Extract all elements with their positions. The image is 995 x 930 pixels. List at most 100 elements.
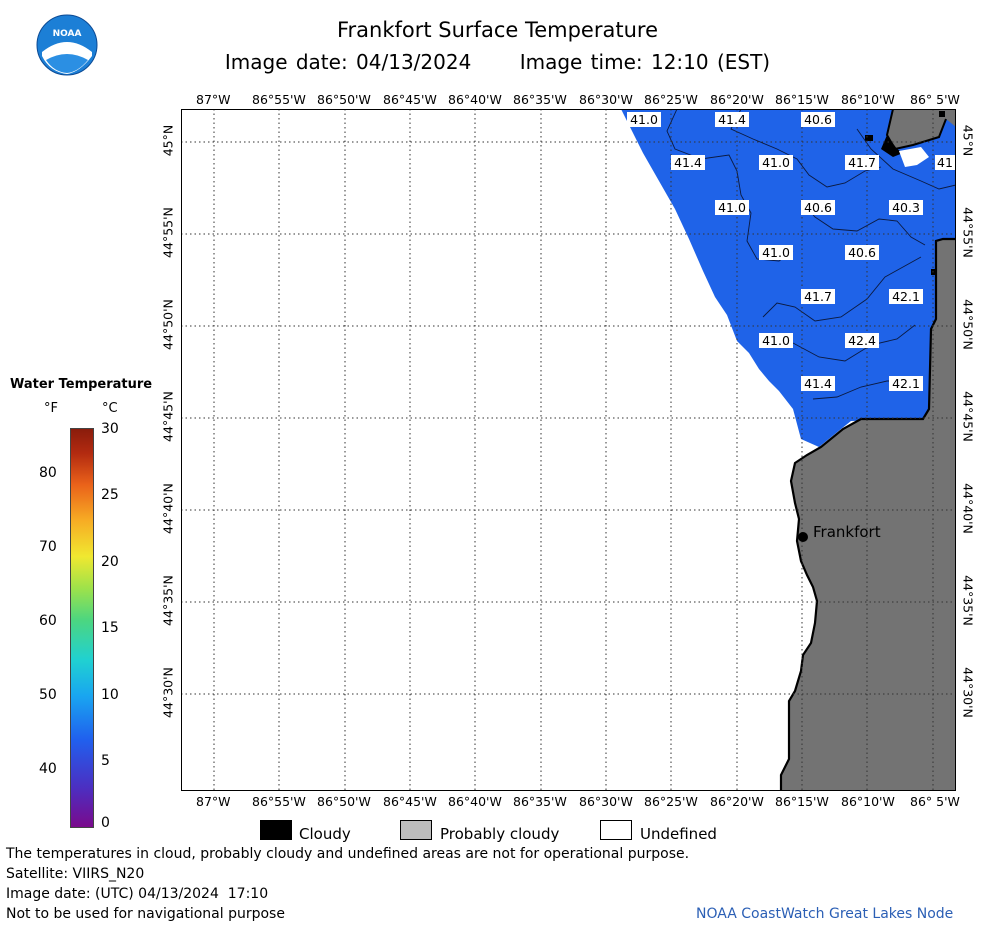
lat-label: 44°55'N bbox=[960, 207, 976, 258]
temp-label: 40.3 bbox=[889, 200, 923, 215]
temp-label: 40.6 bbox=[801, 200, 835, 215]
satellite-note: Satellite: VIIRS_N20 bbox=[6, 866, 145, 882]
svg-text:42.4: 42.4 bbox=[848, 333, 876, 348]
lon-label: 86°15'W bbox=[775, 794, 829, 809]
lat-label: 44°45'N bbox=[960, 391, 976, 442]
lon-label: 86°25'W bbox=[644, 794, 698, 809]
noaa-logo: NOAA bbox=[36, 14, 98, 76]
lat-label: 45°N bbox=[160, 124, 176, 157]
lon-label: 86° 5'W bbox=[910, 92, 960, 107]
lon-label: 86°10'W bbox=[841, 794, 895, 809]
legend-c-tick: 20 bbox=[101, 554, 119, 570]
temp-label: 41.4 bbox=[801, 376, 835, 391]
temp-label: 41.4 bbox=[671, 155, 705, 170]
lat-label: 44°50'N bbox=[160, 299, 176, 350]
image-date: Image date: 04/13/2024 bbox=[224, 50, 472, 74]
legend-f-tick: 60 bbox=[39, 613, 57, 629]
lat-label: 45°N bbox=[960, 124, 976, 157]
city-marker bbox=[798, 532, 808, 542]
land-region-north bbox=[887, 109, 956, 149]
lon-label: 86°20'W bbox=[710, 92, 764, 107]
legend-title: Water Temperature bbox=[10, 377, 153, 392]
key-undefined-label: Undefined bbox=[640, 825, 717, 843]
temp-label: 42.4 bbox=[845, 333, 879, 348]
legend-c-tick: 25 bbox=[101, 487, 119, 503]
temp-label: 41.7 bbox=[845, 155, 879, 170]
temp-label: 41.0 bbox=[715, 200, 749, 215]
undefined-patch bbox=[899, 147, 929, 167]
svg-text:41.0: 41.0 bbox=[762, 245, 790, 260]
lat-label: 44°55'N bbox=[160, 207, 176, 258]
logo-text: NOAA bbox=[53, 29, 82, 39]
lon-label: 86°35'W bbox=[513, 794, 567, 809]
lat-label: 44°35'N bbox=[960, 575, 976, 626]
temp-label: 41 bbox=[935, 155, 956, 170]
coastline bbox=[779, 237, 956, 791]
lon-label: 87°W bbox=[196, 794, 231, 809]
temp-label: 41.0 bbox=[759, 333, 793, 348]
legend-f-tick: 40 bbox=[39, 761, 57, 777]
pier-marker bbox=[865, 135, 873, 141]
lon-label: 86°20'W bbox=[710, 794, 764, 809]
legend-c-tick: 0 bbox=[101, 815, 110, 831]
lat-label: 44°45'N bbox=[160, 391, 176, 442]
temp-label: 40.6 bbox=[845, 245, 879, 260]
lat-label: 44°35'N bbox=[160, 575, 176, 626]
map-frame bbox=[181, 109, 956, 791]
water-region bbox=[621, 109, 956, 447]
legend-f-tick: 50 bbox=[39, 687, 57, 703]
legend-unit-f: °F bbox=[44, 401, 58, 416]
lon-label: 86°40'W bbox=[448, 794, 502, 809]
land-region bbox=[781, 239, 956, 791]
lon-label: 87°W bbox=[196, 92, 231, 107]
temp-label: 41.7 bbox=[801, 289, 835, 304]
lat-label: 44°40'N bbox=[160, 483, 176, 534]
graticule bbox=[181, 109, 956, 791]
svg-text:40.6: 40.6 bbox=[848, 245, 876, 260]
disclaimer-note: The temperatures in cloud, probably clou… bbox=[6, 846, 690, 862]
temp-label: 41.0 bbox=[759, 155, 793, 170]
svg-text:41.4: 41.4 bbox=[718, 112, 746, 127]
svg-text:42.1: 42.1 bbox=[892, 289, 920, 304]
lon-label: 86°35'W bbox=[513, 92, 567, 107]
pier-marker bbox=[939, 111, 945, 117]
lon-label: 86°30'W bbox=[579, 92, 633, 107]
temp-label: 42.1 bbox=[889, 289, 923, 304]
svg-text:40.6: 40.6 bbox=[804, 112, 832, 127]
temp-label: 41.0 bbox=[627, 112, 661, 127]
lon-label: 86°25'W bbox=[644, 92, 698, 107]
navigation-note: Not to be used for navigational purpose bbox=[6, 906, 285, 922]
lat-label: 44°50'N bbox=[960, 299, 976, 350]
legend-c-tick: 5 bbox=[101, 753, 110, 769]
lon-label: 86°50'W bbox=[317, 92, 371, 107]
temp-label: 40.6 bbox=[801, 112, 835, 127]
temperature-map: 41.0 41.4 40.6 41.4 41.0 41.7 41 41.0 40… bbox=[181, 108, 957, 795]
svg-text:41.0: 41.0 bbox=[762, 333, 790, 348]
city-label: Frankfort bbox=[813, 523, 881, 541]
temperature-labels: 41.0 41.4 40.6 41.4 41.0 41.7 41 41.0 40… bbox=[627, 112, 956, 391]
legend-c-tick: 15 bbox=[101, 620, 119, 636]
svg-text:40.3: 40.3 bbox=[892, 200, 920, 215]
svg-text:40.6: 40.6 bbox=[804, 200, 832, 215]
temp-label: 41.4 bbox=[715, 112, 749, 127]
lon-label: 86°10'W bbox=[841, 92, 895, 107]
legend-unit-c: °C bbox=[102, 401, 118, 416]
lon-label: 86°50'W bbox=[317, 794, 371, 809]
legend-f-tick: 70 bbox=[39, 539, 57, 555]
temp-label: 41.0 bbox=[759, 245, 793, 260]
legend-c-tick: 10 bbox=[101, 687, 119, 703]
image-time: Image time: 12:10 (EST) bbox=[519, 50, 771, 74]
svg-text:41.4: 41.4 bbox=[674, 155, 702, 170]
lon-label: 86°55'W bbox=[252, 794, 306, 809]
credit-link[interactable]: NOAA CoastWatch Great Lakes Node bbox=[696, 906, 954, 922]
svg-text:41.4: 41.4 bbox=[804, 376, 832, 391]
key-probably-cloudy-swatch bbox=[400, 820, 432, 840]
image-date-time: Image date: 04/13/2024 Image time: 12:10… bbox=[0, 50, 995, 74]
lat-label: 44°30'N bbox=[960, 667, 976, 718]
svg-text:41.7: 41.7 bbox=[804, 289, 832, 304]
lon-label: 86° 5'W bbox=[910, 794, 960, 809]
key-undefined-swatch bbox=[600, 820, 632, 840]
key-probably-cloudy-label: Probably cloudy bbox=[440, 825, 560, 843]
cloud-patch bbox=[881, 135, 903, 157]
coastline-north bbox=[885, 108, 947, 151]
